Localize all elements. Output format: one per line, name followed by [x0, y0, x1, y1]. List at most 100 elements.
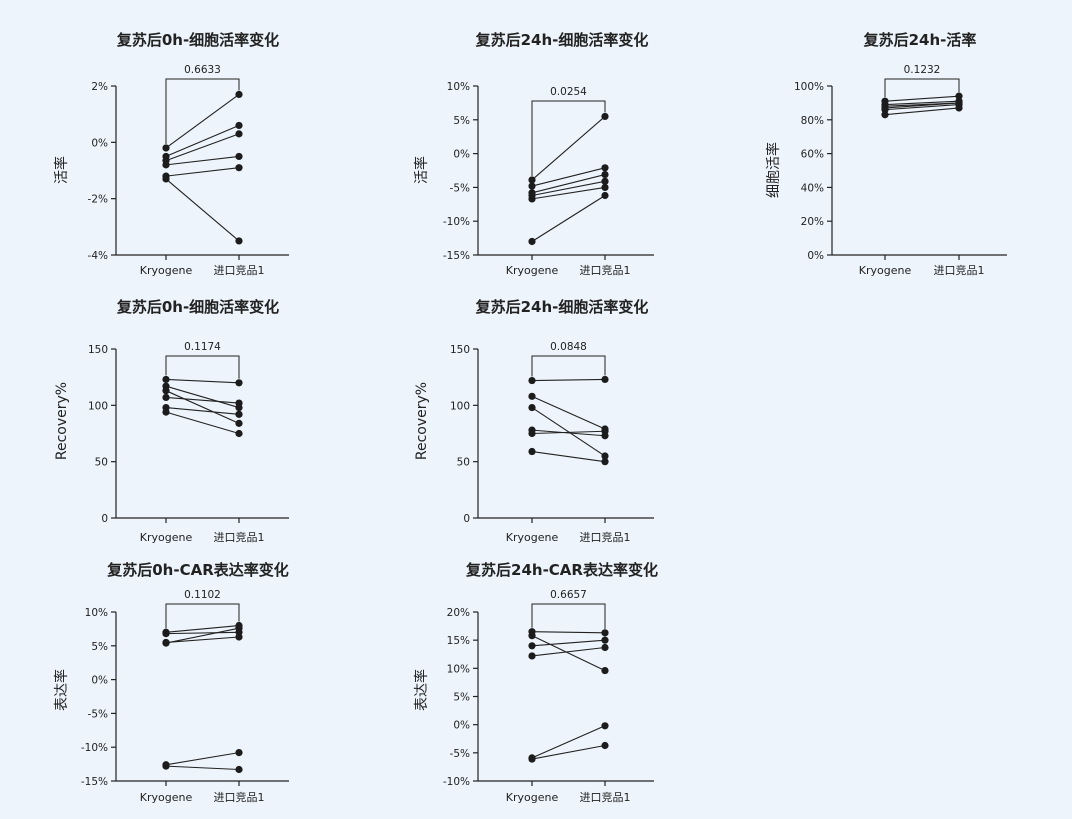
data-point-kryogene: [528, 182, 536, 190]
pair-line: [165, 390, 240, 424]
data-point-competitor: [235, 237, 243, 245]
chart-title: 复苏后0h-细胞活率变化: [116, 298, 279, 316]
x-tick-label: Kryogene: [506, 531, 559, 544]
significance-bracket: [531, 603, 606, 629]
data-point-kryogene: [162, 387, 170, 395]
data-point-competitor: [235, 164, 243, 172]
pair-line: [531, 186, 606, 200]
data-point-kryogene: [528, 376, 536, 385]
y-tick-label: 2%: [91, 81, 108, 93]
data-point-competitor: [601, 191, 609, 200]
pair-line: [531, 725, 606, 759]
pair-line: [165, 378, 240, 384]
y-axis-label: 表达率: [53, 669, 70, 711]
pair-line: [531, 174, 606, 194]
data-point-competitor: [601, 458, 609, 466]
y-tick-label: 0%: [453, 720, 470, 732]
data-point-competitor: [601, 741, 609, 750]
y-axis-label: Recovery%: [54, 382, 70, 460]
y-tick-label: 15%: [447, 635, 470, 647]
p-value-label: 0.0848: [550, 341, 587, 353]
y-tick-label: 10%: [447, 81, 470, 93]
pair-line: [531, 450, 606, 463]
data-point-competitor: [235, 765, 243, 774]
data-point-competitor: [601, 629, 609, 637]
y-axis-label: 活率: [413, 156, 430, 184]
y-tick-label: 0: [463, 513, 470, 525]
pair-line: [165, 631, 240, 635]
data-point-competitor: [601, 666, 609, 675]
y-tick-label: 0: [101, 513, 108, 525]
y-tick-label: 100: [450, 400, 470, 412]
pair-line: [531, 639, 606, 647]
data-point-kryogene: [881, 111, 889, 119]
pair-line: [165, 627, 240, 644]
pair-line: [165, 167, 240, 177]
significance-bracket: [531, 355, 606, 377]
data-point-competitor: [235, 379, 243, 387]
data-point-competitor: [235, 633, 243, 641]
y-tick-label: -5%: [450, 748, 470, 760]
y-tick-label: -10%: [443, 216, 470, 228]
pair-line: [165, 407, 240, 415]
chart-panel: 复苏后0h-细胞活率变化 Recovery% 150 100 50 0 Kryogene 进口…: [54, 298, 289, 544]
x-tick-label: Kryogene: [140, 531, 193, 544]
data-point-kryogene: [162, 630, 170, 638]
data-point-kryogene: [528, 392, 536, 400]
data-point-kryogene: [162, 639, 170, 647]
pair-line: [531, 635, 606, 672]
data-point-kryogene: [162, 408, 170, 416]
p-value-label: 0.6657: [550, 589, 587, 601]
x-tick-label: 进口竞品1: [214, 790, 265, 804]
pair-line: [165, 765, 240, 771]
pair-line: [165, 155, 240, 166]
data-point-competitor: [235, 121, 243, 130]
data-point-kryogene: [528, 195, 536, 203]
x-tick-label: Kryogene: [140, 264, 193, 277]
y-tick-label: 20%: [801, 216, 824, 228]
pair-line: [884, 107, 960, 116]
data-point-competitor: [601, 452, 609, 460]
pair-line: [531, 430, 606, 435]
pair-line: [165, 636, 240, 643]
y-tick-label: -15%: [81, 776, 108, 788]
data-point-competitor: [235, 130, 243, 138]
y-tick-label: -4%: [88, 250, 108, 262]
data-point-kryogene: [162, 393, 170, 402]
y-axis-label: 细胞活率: [765, 142, 782, 198]
data-point-kryogene: [528, 652, 536, 660]
data-point-competitor: [601, 427, 609, 435]
pair-line: [531, 631, 606, 634]
pair-line: [531, 744, 606, 760]
pair-line: [531, 195, 606, 242]
pair-line: [165, 385, 240, 409]
y-tick-label: -5%: [450, 182, 470, 194]
pair-line: [531, 116, 606, 181]
p-value-label: 0.1232: [904, 64, 941, 76]
y-tick-label: 40%: [801, 182, 824, 194]
data-point-kryogene: [528, 237, 536, 246]
data-point-kryogene: [162, 375, 170, 384]
p-value-label: 0.6633: [184, 64, 221, 76]
data-point-competitor: [235, 419, 243, 427]
chart-title: 复苏后24h-细胞活率变化: [475, 31, 649, 49]
x-tick-label: Kryogene: [140, 791, 193, 804]
data-point-competitor: [235, 749, 243, 757]
data-point-competitor: [955, 92, 963, 100]
y-tick-label: 80%: [801, 115, 824, 127]
significance-bracket: [531, 100, 606, 176]
pair-line: [165, 178, 240, 242]
y-tick-label: 5%: [453, 115, 470, 127]
y-tick-label: -15%: [443, 250, 470, 262]
data-point-kryogene: [528, 447, 536, 456]
data-point-competitor: [235, 429, 243, 438]
data-point-competitor: [601, 112, 609, 121]
pair-line: [165, 624, 240, 633]
x-tick-label: 进口竞品1: [580, 263, 631, 277]
data-point-kryogene: [162, 144, 170, 152]
pair-line: [884, 102, 960, 109]
y-tick-label: -10%: [443, 776, 470, 788]
